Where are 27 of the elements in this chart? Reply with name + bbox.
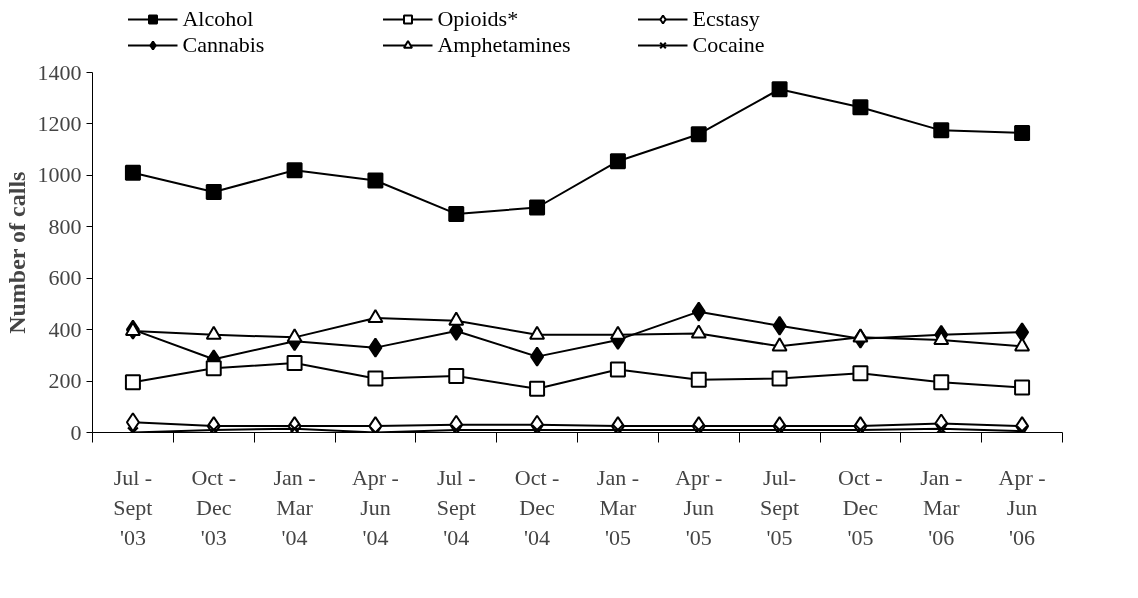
legend-label: Cannabis xyxy=(182,32,266,58)
x-tick-label: Oct - Dec '03 xyxy=(191,464,237,550)
x-tick-label: Jan - Mar '04 xyxy=(273,464,316,550)
y-axis-title: Number of calls xyxy=(3,171,30,334)
legend-label: Opioids* xyxy=(437,6,520,32)
x-tick-label: Jul - Sept '03 xyxy=(113,464,153,550)
legend-label: Cocaine xyxy=(692,32,766,58)
x-tick-label: Jul- Sept '05 xyxy=(760,464,800,550)
y-tick-label: 200 xyxy=(48,368,82,394)
legend-label: Alcohol xyxy=(182,6,255,32)
x-tick-label: Oct - Dec '04 xyxy=(514,464,560,550)
x-tick-label: Apr - Jun '05 xyxy=(675,464,723,550)
y-tick-label: 1000 xyxy=(37,162,82,188)
y-tick-label: 800 xyxy=(48,213,82,239)
y-tick-label: 1200 xyxy=(37,110,82,136)
legend-label: Ecstasy xyxy=(692,6,761,32)
x-tick-label: Apr - Jun '06 xyxy=(998,464,1046,550)
x-tick-label: Jan - Mar '05 xyxy=(596,464,639,550)
y-tick-label: 600 xyxy=(48,265,82,291)
y-tick-label: 400 xyxy=(48,316,82,342)
y-tick-label: 1400 xyxy=(37,59,82,85)
x-tick-label: Oct - Dec '05 xyxy=(838,464,883,550)
legend-label: Amphetamines xyxy=(437,32,572,58)
x-tick-label: Jan - Mar '06 xyxy=(920,464,963,550)
x-tick-label: Apr - Jun '04 xyxy=(351,464,399,550)
y-tick-label: 0 xyxy=(70,419,82,445)
x-tick-label: Jul - Sept '04 xyxy=(436,464,476,550)
